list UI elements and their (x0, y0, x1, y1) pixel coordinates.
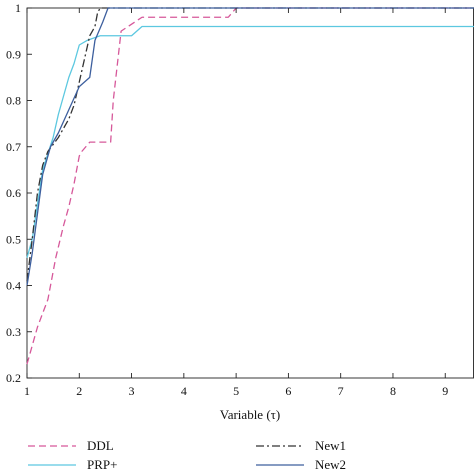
plot-frame (26, 7, 474, 379)
x-tick-label: 3 (129, 384, 135, 398)
series-layer (26, 7, 474, 365)
y-tick-label: 0.7 (6, 140, 21, 154)
y-tick-label: 0.4 (6, 279, 21, 293)
x-tick-label: 1 (24, 384, 30, 398)
y-tick-label: 0.8 (6, 94, 21, 108)
series-line-new1 (26, 7, 474, 281)
x-tick-label: 5 (233, 384, 239, 398)
legend-label: New2 (315, 457, 346, 472)
y-tick-label: 0.3 (6, 325, 21, 339)
series-line-ddl (26, 7, 474, 365)
x-tick-label: 7 (338, 384, 344, 398)
y-tick-label: 0.6 (6, 186, 21, 200)
legend-label: New1 (315, 438, 346, 453)
y-tick-label: 0.5 (6, 232, 21, 246)
x-tick-label: 2 (76, 384, 82, 398)
y-tick-label: 0.2 (6, 371, 21, 385)
x-tick-label: 8 (390, 384, 396, 398)
series-line-new2 (26, 7, 474, 286)
legend-label: PRP+ (87, 457, 117, 472)
x-tick-label: 4 (181, 384, 187, 398)
legend-label: DDL (87, 438, 114, 453)
axis-layer: 1 2 3 4 5 6 7 8 9 0.2 0.3 0.4 0.5 0.6 0.7 0.8 0.9 1 (6, 1, 448, 398)
legend: DDL PRP+ New1 New2 (28, 438, 346, 472)
series-line-prp- (26, 25, 474, 258)
x-axis-title: Variable (τ) (220, 407, 280, 422)
y-tick-label: 0.9 (6, 47, 21, 61)
x-tick-label: 6 (285, 384, 291, 398)
y-tick-label: 1 (15, 1, 21, 15)
x-tick-label: 9 (442, 384, 448, 398)
plot-border (26, 7, 474, 379)
